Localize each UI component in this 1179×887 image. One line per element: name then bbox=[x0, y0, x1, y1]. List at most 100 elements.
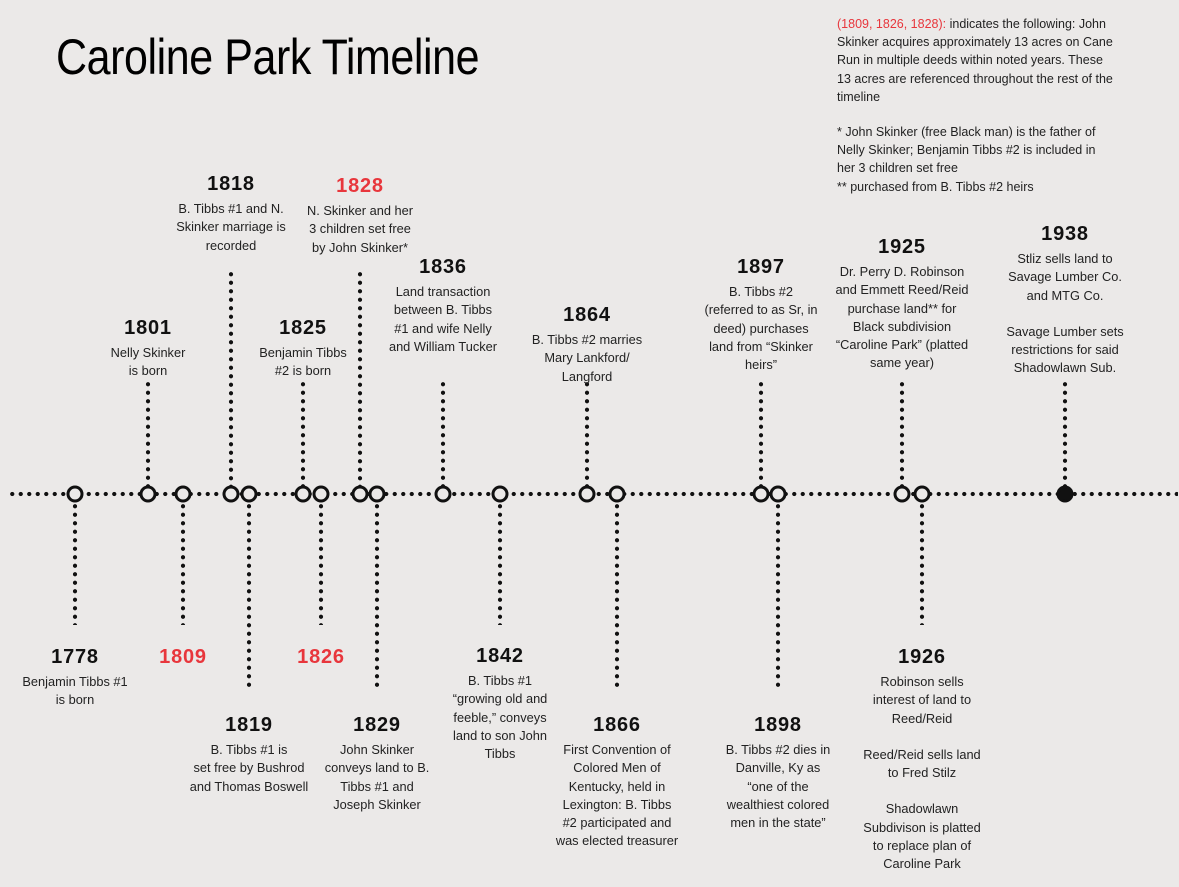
event-label-1809: 1809 bbox=[159, 645, 207, 669]
event-stem-1778 bbox=[72, 502, 78, 625]
event-description-line: B. Tibbs #2 marries bbox=[531, 332, 643, 347]
event-description-line: Savage Lumber sets bbox=[1006, 323, 1124, 339]
event-node-1836 bbox=[434, 485, 452, 503]
event-label-1778: 1778 Benjamin Tibbs #1 is born bbox=[22, 645, 127, 710]
event-description-line: heirs” bbox=[745, 357, 777, 373]
event-node-1809 bbox=[174, 485, 192, 503]
event-node-1842 bbox=[491, 485, 509, 503]
event-description-line bbox=[1006, 305, 1123, 323]
event-label-1818: 1818 B. Tibbs #1 and N. Skinker marriage i… bbox=[176, 172, 286, 255]
event-node-1897 bbox=[752, 485, 770, 503]
event-stem-1926 bbox=[919, 502, 925, 625]
event-stem-1897 bbox=[758, 380, 764, 486]
event-description-line: Tibbs bbox=[484, 746, 516, 762]
event-label-1825: 1825 Benjamin Tibbs #2 is born bbox=[259, 316, 347, 381]
event-description: B. Tibbs #1 “growing old and feeble,” conv… bbox=[453, 672, 548, 763]
event-stem-1938 bbox=[1062, 380, 1068, 486]
event-node-1778 bbox=[66, 485, 84, 503]
event-stem-1801 bbox=[145, 380, 151, 486]
event-label-1926: 1926 Robinson sells interest of land to Ree… bbox=[863, 645, 980, 874]
legend-red-years: (1809, 1826, 1828): bbox=[837, 17, 947, 31]
legend-line: Skinker acquires approximately 13 acres … bbox=[837, 35, 1113, 50]
event-node-1826 bbox=[312, 485, 330, 503]
event-description-line: N. Skinker and her bbox=[307, 203, 413, 218]
event-description-line: Mary Lankford/ bbox=[544, 350, 630, 366]
event-description-line: wealthiest colored bbox=[726, 796, 830, 812]
event-description-line: land from “Skinker bbox=[709, 338, 813, 354]
event-description-line: conveys land to B. bbox=[324, 760, 430, 776]
event-description: John Skinker conveys land to B. Tibbs #1 a… bbox=[325, 741, 430, 814]
event-label-1819: 1819 B. Tibbs #1 is set free by Bushrod and… bbox=[190, 713, 309, 796]
event-description: Dr. Perry D. Robinson and Emmett Reed/Rei… bbox=[835, 263, 968, 373]
event-description-line: B. Tibbs #1 is bbox=[210, 742, 288, 757]
event-description-line: Tibbs #1 and bbox=[340, 778, 414, 794]
event-description-line: is born bbox=[55, 692, 95, 708]
legend-footnotes: * John Skinker (free Black man) is the f… bbox=[837, 123, 1167, 196]
event-year: 1926 bbox=[898, 646, 946, 668]
event-description-line: same year) bbox=[869, 355, 935, 371]
event-stem-1819 bbox=[246, 502, 252, 690]
event-description-line: Stliz sells land to bbox=[1017, 251, 1113, 266]
event-description-line: Kentucky, held in bbox=[568, 778, 666, 794]
event-stem-1925 bbox=[899, 380, 905, 486]
event-label-1898: 1898 B. Tibbs #2 dies in Danville, Ky as “o… bbox=[726, 713, 831, 832]
event-description-line: Dr. Perry D. Robinson bbox=[839, 264, 965, 279]
legend-line: timeline bbox=[837, 89, 881, 104]
event-description-line: Reed/Reid sells land bbox=[863, 746, 981, 762]
event-description-line: recorded bbox=[205, 237, 257, 253]
event-description-line: and MTG Co. bbox=[1026, 287, 1104, 303]
event-year: 1864 bbox=[563, 304, 611, 326]
event-description-line: Nelly Skinker bbox=[110, 345, 186, 360]
event-stem-1898 bbox=[775, 502, 781, 690]
event-description-line: Reed/Reid bbox=[891, 710, 953, 726]
event-label-1897: 1897 B. Tibbs #2 (referred to as Sr, in dee… bbox=[704, 255, 817, 374]
event-description-line: Benjamin Tibbs #1 bbox=[22, 674, 128, 689]
event-description-line: Skinker marriage is bbox=[176, 219, 286, 235]
event-description: Benjamin Tibbs #2 is born bbox=[259, 344, 347, 381]
event-description-line: Danville, Ky as bbox=[735, 760, 821, 776]
event-node-1926 bbox=[913, 485, 931, 503]
event-description-line: Robinson sells bbox=[880, 674, 964, 689]
event-description: B. Tibbs #1 and N. Skinker marriage is rec… bbox=[176, 200, 286, 255]
event-node-1825 bbox=[294, 485, 312, 503]
event-description: B. Tibbs #2 (referred to as Sr, in deed) p… bbox=[704, 283, 817, 374]
event-description-line: “one of the bbox=[747, 778, 809, 794]
event-node-1898 bbox=[769, 485, 787, 503]
event-description: B. Tibbs #2 dies in Danville, Ky as “one o… bbox=[726, 741, 831, 832]
event-year: 1829 bbox=[353, 714, 401, 736]
event-description-line: “growing old and bbox=[452, 691, 548, 707]
event-node-1801 bbox=[139, 485, 157, 503]
event-year: 1809 bbox=[159, 646, 207, 668]
event-description-line: by John Skinker* bbox=[311, 239, 409, 255]
event-stem-1818 bbox=[228, 270, 234, 486]
event-description-line: #2 is born bbox=[274, 363, 332, 379]
event-description: Stliz sells land to Savage Lumber Co. and … bbox=[1006, 250, 1123, 378]
legend-notes: (1809, 1826, 1828): indicates the follow… bbox=[837, 15, 1167, 213]
event-description-line: to Fred Stilz bbox=[887, 765, 957, 781]
legend-footnote-line: Nelly Skinker; Benjamin Tibbs #2 is incl… bbox=[837, 143, 1096, 158]
event-stem-1836 bbox=[440, 380, 446, 486]
event-description-line: First Convention of bbox=[563, 742, 671, 757]
event-description-line: Shadowlawn bbox=[885, 801, 959, 817]
event-node-1818 bbox=[222, 485, 240, 503]
event-description: Benjamin Tibbs #1 is born bbox=[22, 673, 127, 710]
event-description-line: and William Tucker bbox=[388, 338, 498, 354]
event-stem-1825 bbox=[300, 380, 306, 486]
event-stem-1828 bbox=[357, 270, 363, 486]
event-year: 1828 bbox=[336, 175, 384, 197]
event-description-line: and Emmett Reed/Reid bbox=[835, 282, 969, 298]
event-year: 1938 bbox=[1041, 223, 1089, 245]
event-stem-1829 bbox=[374, 502, 380, 690]
event-node-1829 bbox=[368, 485, 386, 503]
event-description-line: Black subdivision bbox=[852, 318, 952, 334]
event-label-1828: 1828 N. Skinker and her 3 children set fre… bbox=[307, 174, 413, 257]
event-description: B. Tibbs #1 is set free by Bushrod and Tho… bbox=[190, 741, 309, 796]
event-year: 1825 bbox=[279, 317, 327, 339]
event-description-line: Shadowlawn Sub. bbox=[1013, 360, 1117, 376]
event-description-line: men in the state” bbox=[730, 815, 826, 831]
event-label-1836: 1836 Land transaction between B. Tibbs #1 a… bbox=[389, 255, 497, 356]
legend-line: 13 acres are referenced throughout the r… bbox=[837, 71, 1113, 86]
event-description-line: B. Tibbs #1 bbox=[467, 673, 533, 688]
legend-footnote-line: her 3 children set free bbox=[837, 161, 958, 176]
event-description-line: Land transaction bbox=[395, 284, 491, 299]
